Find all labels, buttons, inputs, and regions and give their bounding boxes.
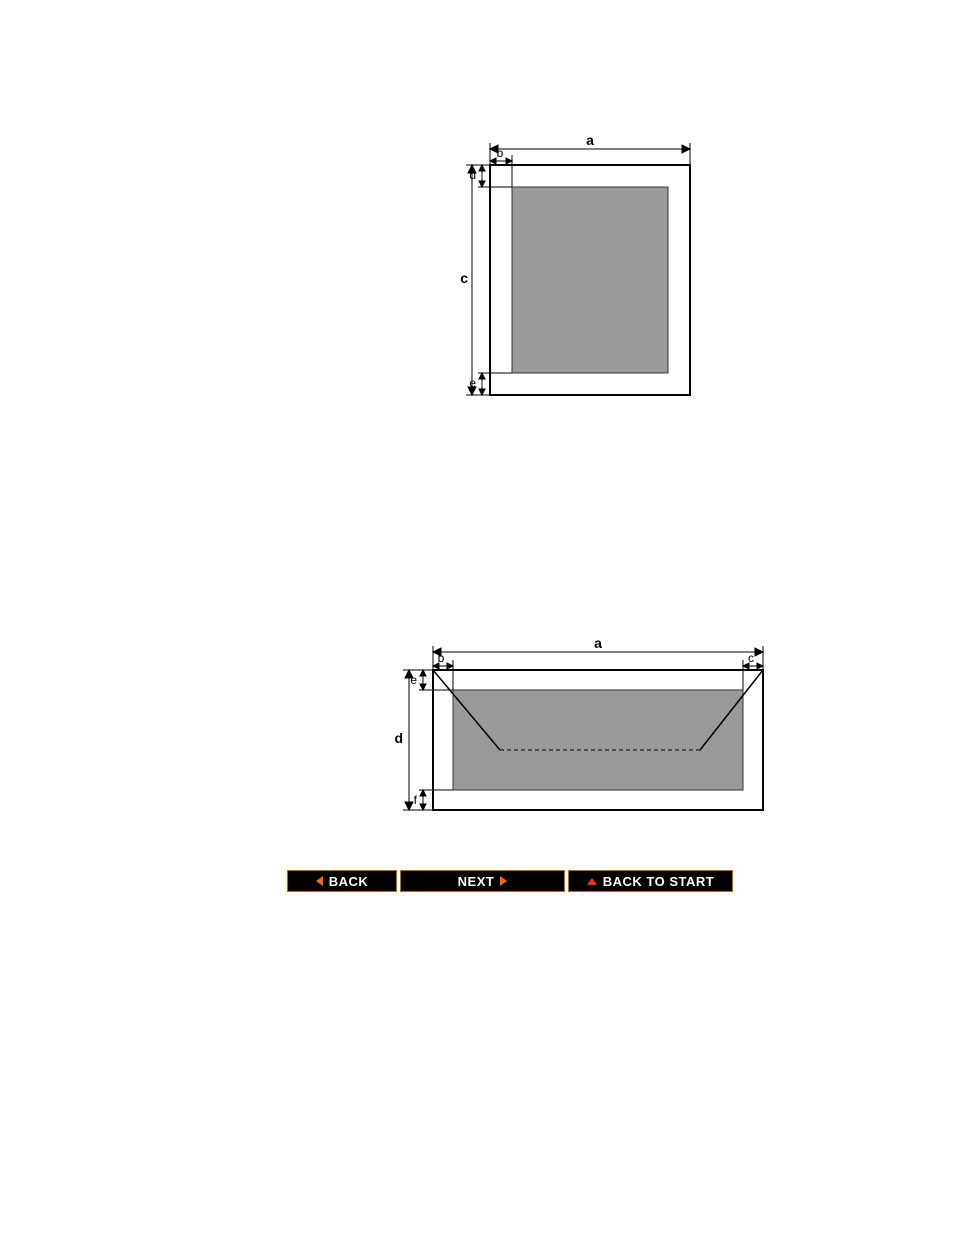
label2-c: c xyxy=(748,651,754,665)
label2-b: b xyxy=(438,651,445,665)
back-button[interactable]: BACK xyxy=(287,870,397,892)
back-label: BACK xyxy=(329,874,369,889)
label2-a: a xyxy=(594,640,602,651)
diagram2-svg: a b c d xyxy=(395,640,775,840)
next-button[interactable]: NEXT xyxy=(400,870,565,892)
label-d: d xyxy=(469,168,476,182)
inner-fill xyxy=(512,187,668,373)
label2-d: d xyxy=(395,730,403,746)
dim-c xyxy=(466,165,490,395)
dim2-d xyxy=(403,670,433,810)
label-e: e xyxy=(469,376,476,390)
inner-fill-2 xyxy=(453,690,743,790)
label-a: a xyxy=(586,135,594,148)
arrow-right-icon xyxy=(500,876,507,886)
label2-e: e xyxy=(410,673,417,687)
arrow-left-icon xyxy=(316,876,323,886)
label-c: c xyxy=(460,270,468,286)
diagram1-svg: a b c d xyxy=(460,135,710,405)
back-to-start-button[interactable]: BACK TO START xyxy=(568,870,733,892)
nav-bar: BACK NEXT BACK TO START xyxy=(287,870,733,892)
arrow-up-icon xyxy=(587,878,597,885)
label-b: b xyxy=(497,146,504,160)
next-label: NEXT xyxy=(458,874,495,889)
diagram-square-frame: a b c d xyxy=(460,135,710,410)
start-label: BACK TO START xyxy=(603,874,714,889)
diagram-envelope-frame: a b c d xyxy=(395,640,775,845)
label2-f: f xyxy=(414,793,418,807)
